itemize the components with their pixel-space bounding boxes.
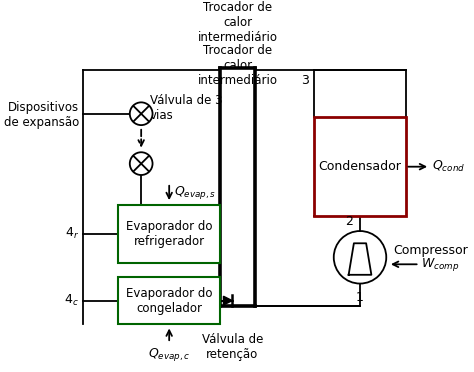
Text: 2: 2 [346,215,354,228]
Text: $4_r$: $4_r$ [65,226,79,241]
Text: Evaporador do
refrigerador: Evaporador do refrigerador [126,219,212,248]
Text: Válvula de 3
vias: Válvula de 3 vias [150,94,222,122]
Text: Compressor: Compressor [393,244,468,257]
Bar [118,278,220,324]
Text: $Q_{evap,c}$: $Q_{evap,c}$ [148,346,191,363]
Text: Trocador de
calor
intermediário: Trocador de calor intermediário [198,1,277,44]
Text: Trocador de
calor
intermediário: Trocador de calor intermediário [198,44,277,87]
Text: $W_{comp}$: $W_{comp}$ [421,256,459,273]
Text: $4_c$: $4_c$ [64,293,79,308]
Text: 3: 3 [301,74,309,87]
Text: Dispositivos
de expansão: Dispositivos de expansão [4,100,79,129]
Text: Válvula de
retenção: Válvula de retenção [201,333,263,360]
Text: Evaporador do
congelador: Evaporador do congelador [126,286,212,315]
Text: 1: 1 [356,291,364,304]
Text: $Q_{evap,s}$: $Q_{evap,s}$ [173,184,216,201]
Polygon shape [223,296,232,305]
Circle shape [130,152,153,175]
Bar [118,205,220,263]
Text: $Q_{cond}$: $Q_{cond}$ [432,159,465,174]
Bar [314,117,406,216]
Text: Condensador: Condensador [318,160,401,173]
Circle shape [130,102,153,125]
